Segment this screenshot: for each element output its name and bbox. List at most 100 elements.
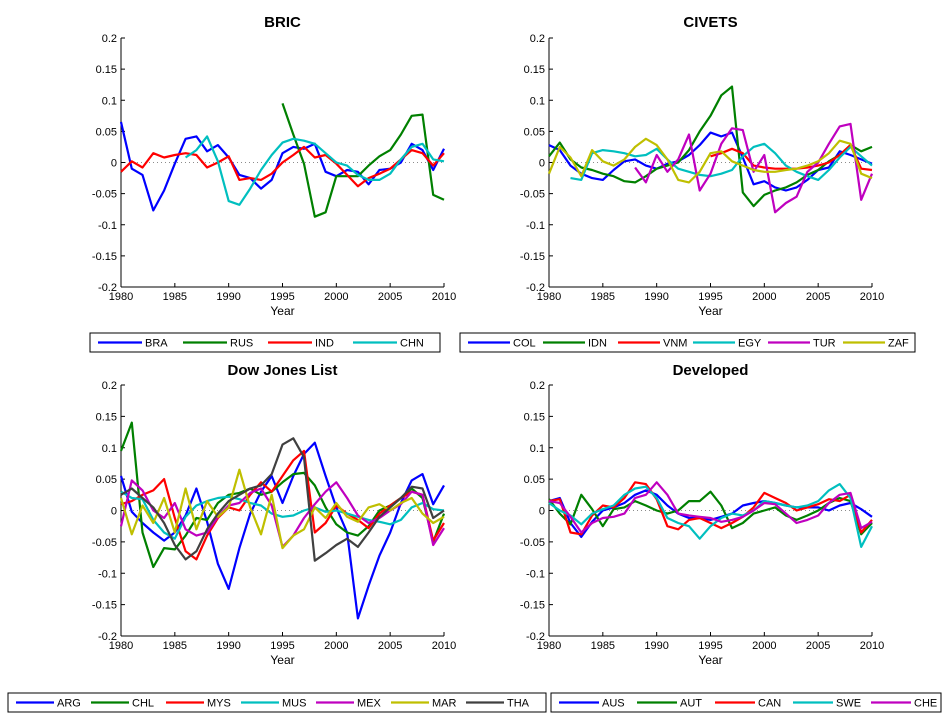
legend-label: TUR — [813, 338, 836, 350]
series-line-swe — [548, 483, 873, 549]
y-tick-label: 0 — [539, 506, 545, 518]
y-tick-label: 0.1 — [102, 95, 117, 107]
legend-box — [459, 332, 916, 353]
x-tick-label: 2000 — [324, 291, 348, 303]
legend-label: CHL — [132, 698, 154, 710]
y-tick-label: 0.05 — [524, 474, 545, 486]
chart-panel-1: CIVETS -0.2 -0.15 -0.1 -0.05 0 0.05 0.1 0.15 0.2 1… — [459, 14, 916, 353]
x-tick-label: 1980 — [537, 640, 561, 652]
series-line-aus — [548, 489, 873, 539]
legend-label: CAN — [758, 698, 781, 710]
legend: COL IDN VNM EGY TUR ZAF — [459, 332, 916, 353]
y-tick-label: 0.2 — [102, 33, 117, 45]
y-tick-label: -0.2 — [526, 282, 545, 294]
x-tick-label: 1990 — [216, 291, 240, 303]
series-line-tur — [634, 122, 874, 214]
x-tick-label: 1980 — [109, 291, 133, 303]
y-tick-label: -0.15 — [92, 251, 117, 263]
legend: ARG CHL MYS MUS MEX MAR THA — [7, 692, 547, 713]
legend-label: ZAF — [888, 338, 909, 350]
x-tick-label: 1990 — [644, 291, 668, 303]
x-tick-label: 1995 — [698, 291, 722, 303]
chart-title: Dow Jones List — [227, 362, 337, 379]
x-tick-label: 2000 — [752, 640, 776, 652]
chart-title: CIVETS — [683, 14, 737, 31]
y-tick-label: -0.15 — [520, 251, 545, 263]
y-tick-label: -0.2 — [98, 282, 117, 294]
y-tick-label: -0.05 — [92, 537, 117, 549]
legend-label: EGY — [738, 338, 762, 350]
legend-label: MUS — [282, 698, 306, 710]
y-tick-label: 0.15 — [524, 64, 545, 76]
legend-label: SWE — [836, 698, 861, 710]
series-line-arg — [119, 441, 445, 620]
y-tick-label: 0 — [539, 158, 545, 170]
y-tick-label: -0.05 — [520, 189, 545, 201]
y-tick-label: 0.1 — [530, 95, 545, 107]
legend-label: MAR — [432, 698, 457, 710]
y-tick-label: -0.1 — [526, 220, 545, 232]
series-line-tha — [120, 437, 445, 562]
x-tick-label: 2010 — [860, 640, 884, 652]
y-tick-label: 0.05 — [96, 126, 117, 138]
x-axis-label: Year — [698, 653, 722, 667]
legend-label: CHN — [400, 338, 424, 350]
x-tick-label: 1980 — [537, 291, 561, 303]
x-tick-label: 2010 — [432, 640, 456, 652]
x-tick-label: 1980 — [109, 640, 133, 652]
x-tick-label: 2005 — [806, 640, 830, 652]
y-tick-label: -0.05 — [92, 189, 117, 201]
series-line-mys — [120, 449, 445, 561]
x-tick-label: 2010 — [432, 291, 456, 303]
y-tick-label: 0.05 — [524, 126, 545, 138]
legend-label: MEX — [357, 698, 382, 710]
x-axis-label: Year — [270, 304, 294, 318]
chart-panel-3: Developed -0.2 -0.15 -0.1 -0.05 0 0.05 0.1 0.15 0… — [520, 362, 942, 713]
x-tick-label: 1995 — [270, 291, 294, 303]
x-tick-label: 1990 — [216, 640, 240, 652]
series-line-egy — [570, 142, 873, 181]
series-line-che — [548, 481, 873, 534]
legend-label: THA — [507, 698, 530, 710]
y-tick-label: 0.15 — [96, 411, 117, 423]
x-tick-label: 2000 — [324, 640, 348, 652]
x-tick-label: 2000 — [752, 291, 776, 303]
y-tick-label: 0.15 — [524, 411, 545, 423]
y-tick-label: -0.1 — [98, 568, 117, 580]
legend-label: RUS — [230, 338, 253, 350]
legend-label: AUT — [680, 698, 702, 710]
chart-title: BRIC — [264, 14, 301, 31]
x-tick-label: 2005 — [806, 291, 830, 303]
x-tick-label: 2010 — [860, 291, 884, 303]
chart-title: Developed — [673, 362, 749, 379]
y-tick-label: -0.1 — [526, 568, 545, 580]
legend-label: IND — [315, 338, 334, 350]
y-tick-label: 0 — [111, 506, 117, 518]
x-tick-label: 2005 — [378, 291, 402, 303]
legend: BRA RUS IND CHN — [89, 332, 441, 353]
legend-label: CHE — [914, 698, 937, 710]
legend-box — [89, 332, 441, 353]
series-line-rus — [281, 103, 445, 218]
series-line-mar — [119, 468, 445, 550]
legend-label: MYS — [207, 698, 231, 710]
legend-label: IDN — [588, 338, 607, 350]
legend-label: VNM — [663, 338, 687, 350]
series-line-aut — [548, 490, 873, 536]
x-tick-label: 2005 — [378, 640, 402, 652]
legend-label: BRA — [145, 338, 168, 350]
chart-panel-2: Dow Jones List -0.2 -0.15 -0.1 -0.05 0 0.05 0.1… — [7, 362, 547, 713]
y-tick-label: -0.15 — [520, 600, 545, 612]
x-axis-label: Year — [270, 653, 294, 667]
series-line-ind — [120, 145, 445, 188]
y-tick-label: -0.15 — [92, 600, 117, 612]
series-line-idn — [548, 85, 873, 208]
x-tick-label: 1995 — [270, 640, 294, 652]
legend-label: ARG — [57, 698, 81, 710]
x-tick-label: 1985 — [591, 291, 615, 303]
series-line-chn — [184, 135, 445, 206]
y-tick-label: -0.2 — [98, 631, 117, 643]
y-tick-label: 0.2 — [530, 33, 545, 45]
legend-label: COL — [513, 338, 536, 350]
